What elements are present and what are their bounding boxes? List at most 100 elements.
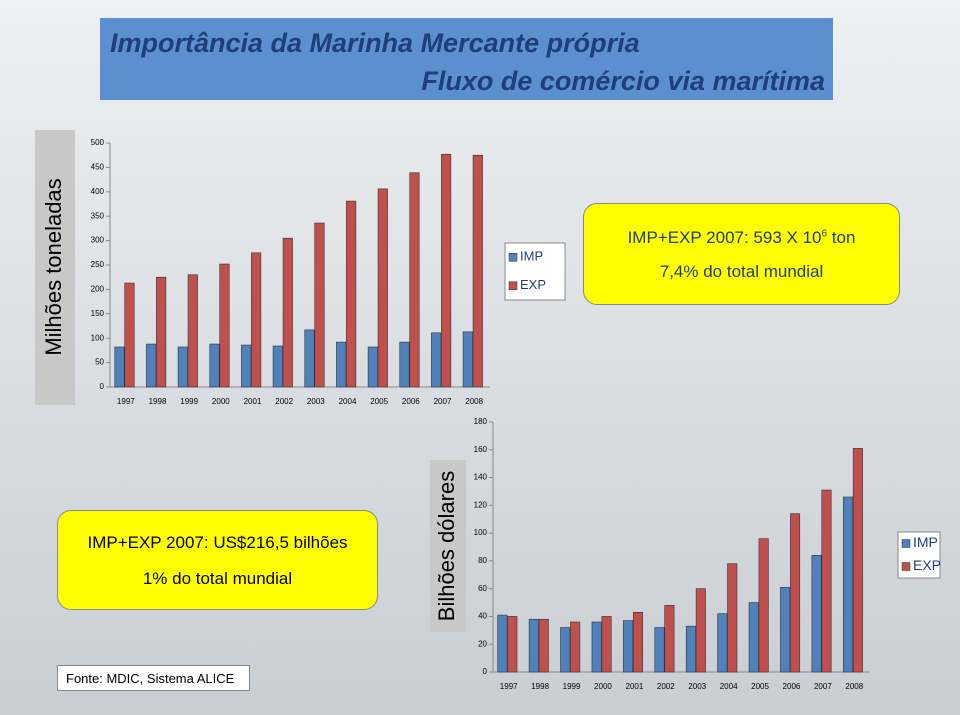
y-tick-label: 400 [91, 187, 105, 196]
y-axis-label: Milhões toneladas [41, 178, 66, 355]
x-tick-label: 2002 [275, 397, 293, 406]
legend-swatch [901, 539, 911, 548]
bar [811, 555, 822, 673]
y-axis-label: Bilhões dólares [434, 471, 459, 621]
legend-label: IMP [520, 249, 543, 264]
bar [282, 237, 293, 388]
callout-text: 1% do total mundial [142, 569, 293, 588]
y-tick-label: 120 [474, 500, 488, 509]
x-tick-label: 2005 [751, 682, 769, 691]
callout-line: IMP+EXP 2007: 593 X 106 ton [584, 228, 899, 248]
bar [377, 188, 388, 388]
y-tick-label: 350 [91, 211, 105, 220]
title: Importância da Marinha Mercante própria [110, 28, 640, 58]
bar [780, 586, 791, 673]
legend-label: EXP [913, 557, 941, 573]
bar [632, 611, 644, 673]
callout: IMP+EXP 2007: US$216,5 bilhões 1% do tot… [57, 510, 378, 610]
y-tick-label: 300 [91, 236, 105, 245]
callout-sup: 6 [821, 228, 828, 240]
bar [717, 613, 728, 673]
bar [114, 346, 125, 388]
x-tick-label: 2000 [594, 682, 612, 691]
x-tick-label: 2002 [657, 682, 675, 691]
x-tick-label: 2000 [212, 397, 230, 406]
x-tick-label: 2006 [783, 682, 801, 691]
y-tick-label: 140 [474, 473, 488, 482]
bar [241, 344, 252, 388]
bar [187, 274, 198, 388]
legend-label: IMP [913, 534, 938, 550]
y-tick-label: 500 [91, 138, 105, 147]
bar [591, 621, 602, 673]
bar [409, 172, 420, 388]
bar [209, 343, 220, 388]
x-tick-label: 2004 [339, 397, 357, 406]
x-tick-label: 2005 [370, 397, 388, 406]
x-tick-label: 2007 [814, 682, 832, 691]
x-tick-label: 2004 [720, 682, 738, 691]
bar [623, 620, 634, 673]
bar [821, 489, 832, 673]
y-tick-label: 100 [474, 528, 488, 537]
y-tick-label: 80 [478, 556, 487, 565]
bar [472, 154, 483, 388]
bar [346, 200, 357, 388]
bar [304, 329, 315, 388]
callout-text: IMP+EXP 2007: US$216,5 bilhões [87, 533, 348, 552]
x-tick-label: 1998 [149, 397, 167, 406]
bar [441, 153, 452, 388]
x-tick-label: 1998 [531, 682, 549, 691]
bar [124, 282, 135, 388]
x-tick-label: 1999 [180, 397, 198, 406]
legend-label: EXP [520, 277, 546, 292]
x-tick-label: 2006 [402, 397, 420, 406]
bar [367, 346, 378, 388]
x-tick-label: 2007 [434, 397, 452, 406]
bar [314, 222, 325, 388]
bar [146, 343, 157, 388]
y-tick-label: 200 [91, 285, 105, 294]
bar [156, 276, 167, 388]
x-tick-label: 1999 [563, 682, 581, 691]
y-tick-label: 40 [478, 612, 487, 621]
x-tick-label: 2008 [465, 397, 483, 406]
y-tick-label: 0 [100, 382, 105, 391]
bar [251, 252, 262, 388]
bar [507, 616, 518, 673]
bar [654, 627, 665, 673]
y-label-box [430, 460, 466, 632]
bar [462, 331, 473, 388]
y-tick-label: 160 [474, 445, 488, 454]
bar [852, 448, 863, 673]
x-tick-label: 2008 [845, 682, 863, 691]
x-tick-label: 2001 [625, 682, 643, 691]
callout-text: 7,4% do total mundial [659, 262, 824, 281]
y-tick-label: 150 [91, 309, 105, 318]
y-tick-label: 250 [91, 260, 105, 269]
bar [528, 618, 539, 673]
callout: IMP+EXP 2007: 593 X 106 ton 7,4% do tota… [583, 203, 900, 305]
bar [685, 625, 696, 673]
bar [272, 345, 283, 388]
bar [664, 605, 675, 673]
title-banner: Importância da Marinha Mercante própria … [100, 18, 833, 100]
bar [399, 341, 410, 388]
bar [497, 614, 508, 673]
legend-swatch [508, 253, 518, 262]
legend-box [504, 242, 566, 301]
bar [570, 621, 581, 673]
legend-swatch [508, 281, 518, 290]
x-tick-label: 2001 [244, 397, 262, 406]
x-tick-label: 1997 [500, 682, 518, 691]
legend-swatch [901, 562, 911, 571]
y-label-box [35, 130, 75, 405]
bar [695, 588, 706, 673]
bar [842, 496, 854, 673]
bar [219, 263, 230, 388]
bar [560, 627, 571, 673]
bar [601, 616, 612, 673]
bar [748, 602, 759, 673]
bar [727, 563, 738, 673]
